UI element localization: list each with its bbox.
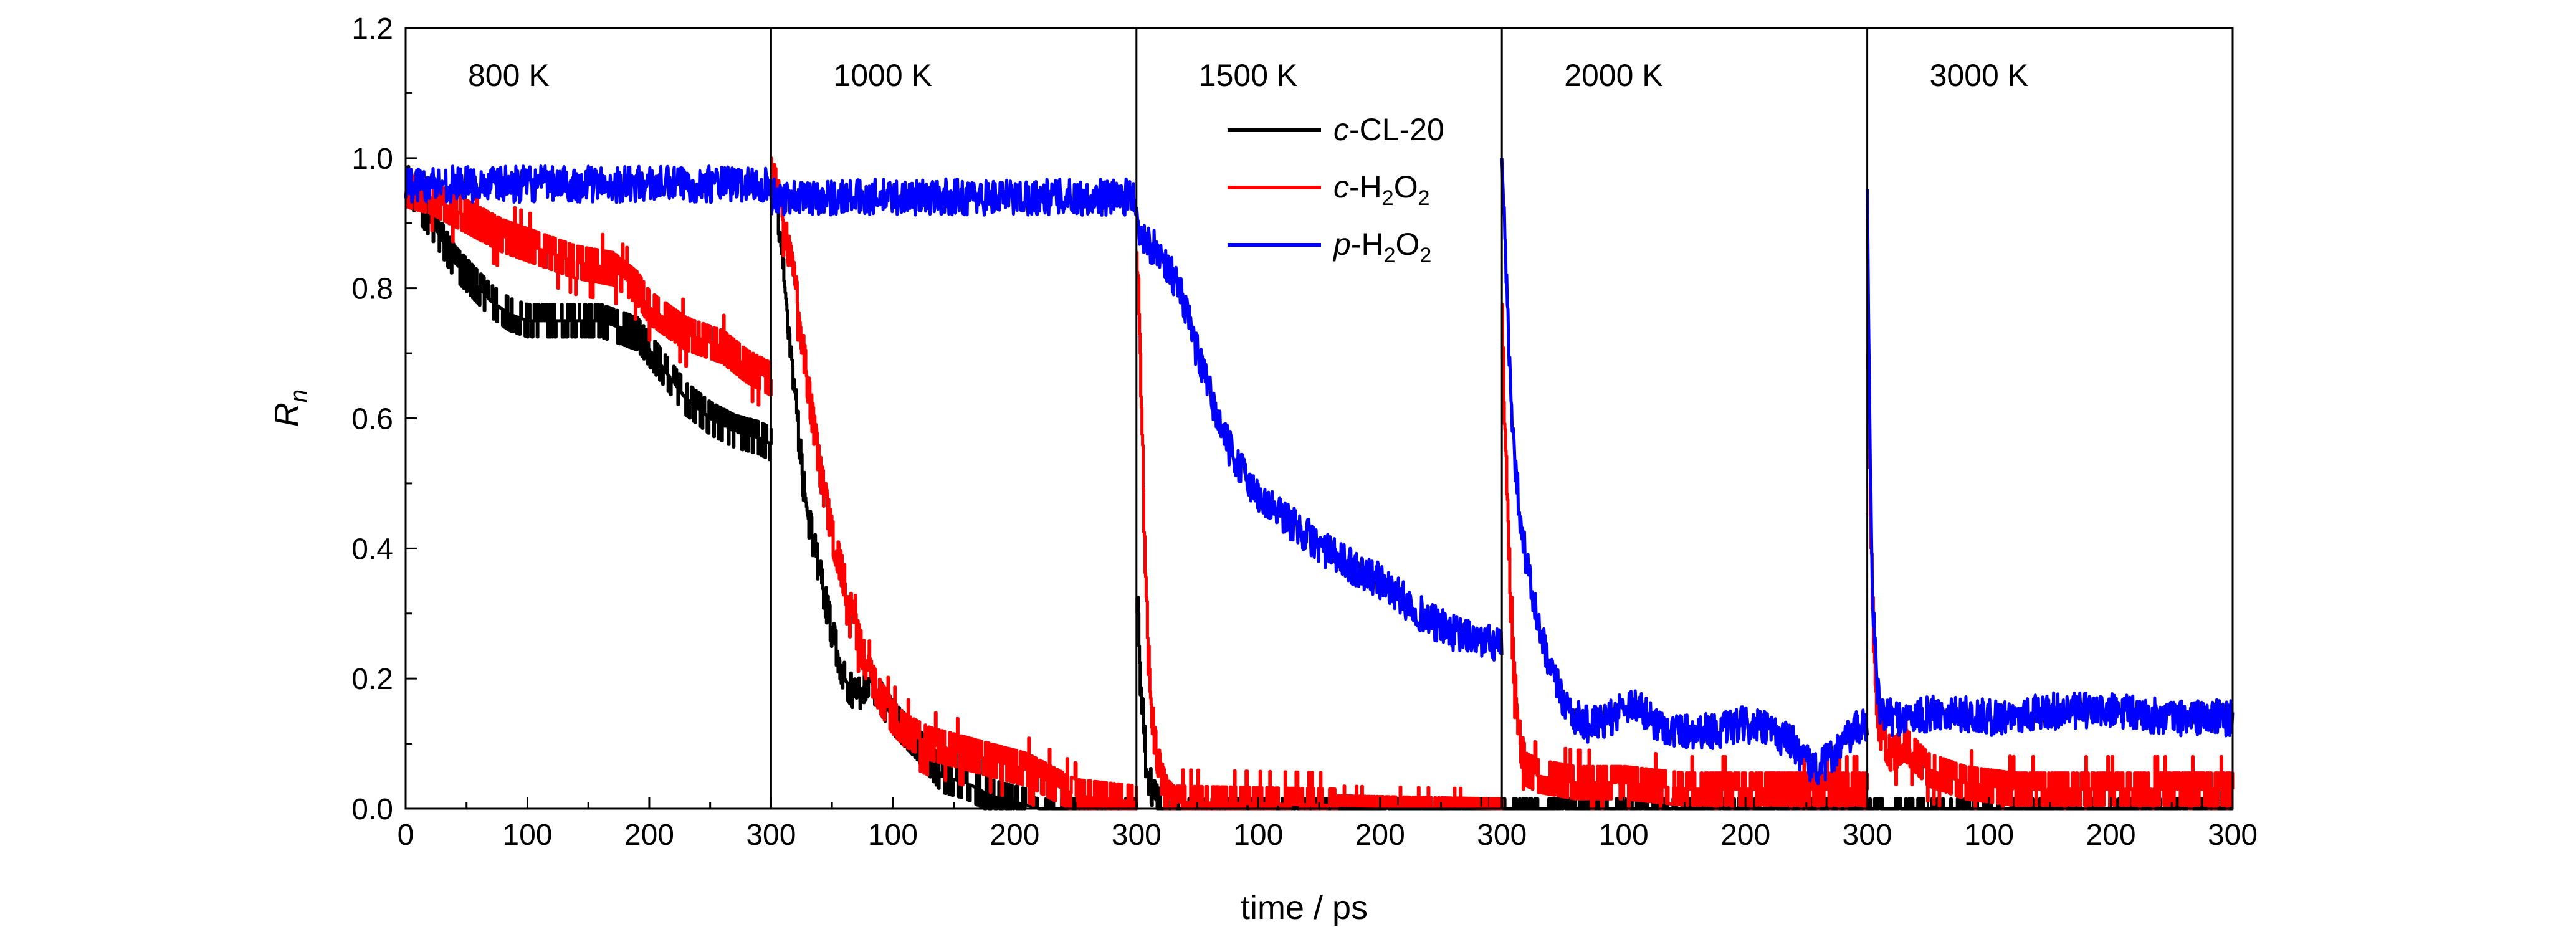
series-c-H2O2-panel-5 (1866, 351, 2235, 811)
x-tick-label: 300 (1843, 819, 1892, 852)
legend-label-2: c-H2O2 (1333, 169, 1430, 210)
y-axis-title: Rn (268, 389, 312, 427)
y-tick-label: 0.2 (351, 663, 393, 696)
x-tick-label: 300 (746, 819, 796, 852)
legend-label-1: c-CL-20 (1333, 112, 1444, 147)
axis-ticks: 0.0 0.2 0.4 0.6 0.8 1.0 1.2 0 100 200 300 100 200 300… (351, 12, 2258, 852)
series-layer (404, 156, 2235, 811)
series-p-H2O2-panel-2 (769, 177, 1138, 217)
x-tick-label: 200 (1355, 819, 1405, 852)
y-tick-label: 0.8 (351, 273, 393, 306)
panel-label-3: 1500 K (1199, 58, 1297, 93)
panel-labels: 800 K 1000 K 1500 K 2000 K 3000 K (468, 58, 2028, 93)
x-axis-title: time / ps (1241, 889, 1368, 926)
y-tick-label: 0.0 (351, 793, 393, 826)
x-tick-label: 200 (1720, 819, 1770, 852)
x-tick-label: 200 (2086, 819, 2135, 852)
series-p-H2O2-panel-3 (1135, 206, 1504, 662)
panel-label-1: 800 K (468, 58, 550, 93)
y-tick-label: 0.4 (351, 533, 393, 566)
panel-label-5: 3000 K (1930, 58, 2028, 93)
x-tick-label: 100 (1964, 819, 2014, 852)
x-tick-label: 100 (1599, 819, 1649, 852)
x-tick-label: 100 (502, 819, 552, 852)
y-tick-label: 1.2 (351, 12, 393, 45)
series-p-H2O2-panel-4 (1500, 158, 1869, 786)
x-tick-label: 200 (990, 819, 1039, 852)
series-p-H2O2-panel-5 (1866, 189, 2235, 738)
x-tick-label: 300 (1477, 819, 1527, 852)
plot-area-border (404, 27, 2234, 810)
x-tick-label: 0 (398, 819, 414, 852)
x-tick-label: 300 (2208, 819, 2258, 852)
y-tick-label: 0.6 (351, 403, 393, 436)
legend-label-3: p-H2O2 (1332, 227, 1431, 267)
y-tick-label: 1.0 (351, 143, 393, 176)
x-tick-label: 300 (1112, 819, 1162, 852)
y-axis-title-main: R (268, 402, 305, 427)
series-c-H2O2-panel-2 (770, 156, 1138, 811)
plot-frame (404, 27, 2234, 810)
panel-label-4: 2000 K (1564, 58, 1662, 93)
series-c-H2O2-panel-1 (404, 173, 773, 407)
series-c-CL-20-panel-1 (404, 164, 773, 462)
x-tick-label: 200 (624, 819, 674, 852)
panel-label-2: 1000 K (833, 58, 932, 93)
series-p-H2O2-panel-1 (404, 164, 773, 204)
x-tick-label: 100 (1233, 819, 1283, 852)
x-tick-label: 100 (868, 819, 918, 852)
legend: c-CL-20 c-H2O2 p-H2O2 (1228, 112, 1444, 267)
y-axis-title-subscript: n (286, 389, 312, 402)
